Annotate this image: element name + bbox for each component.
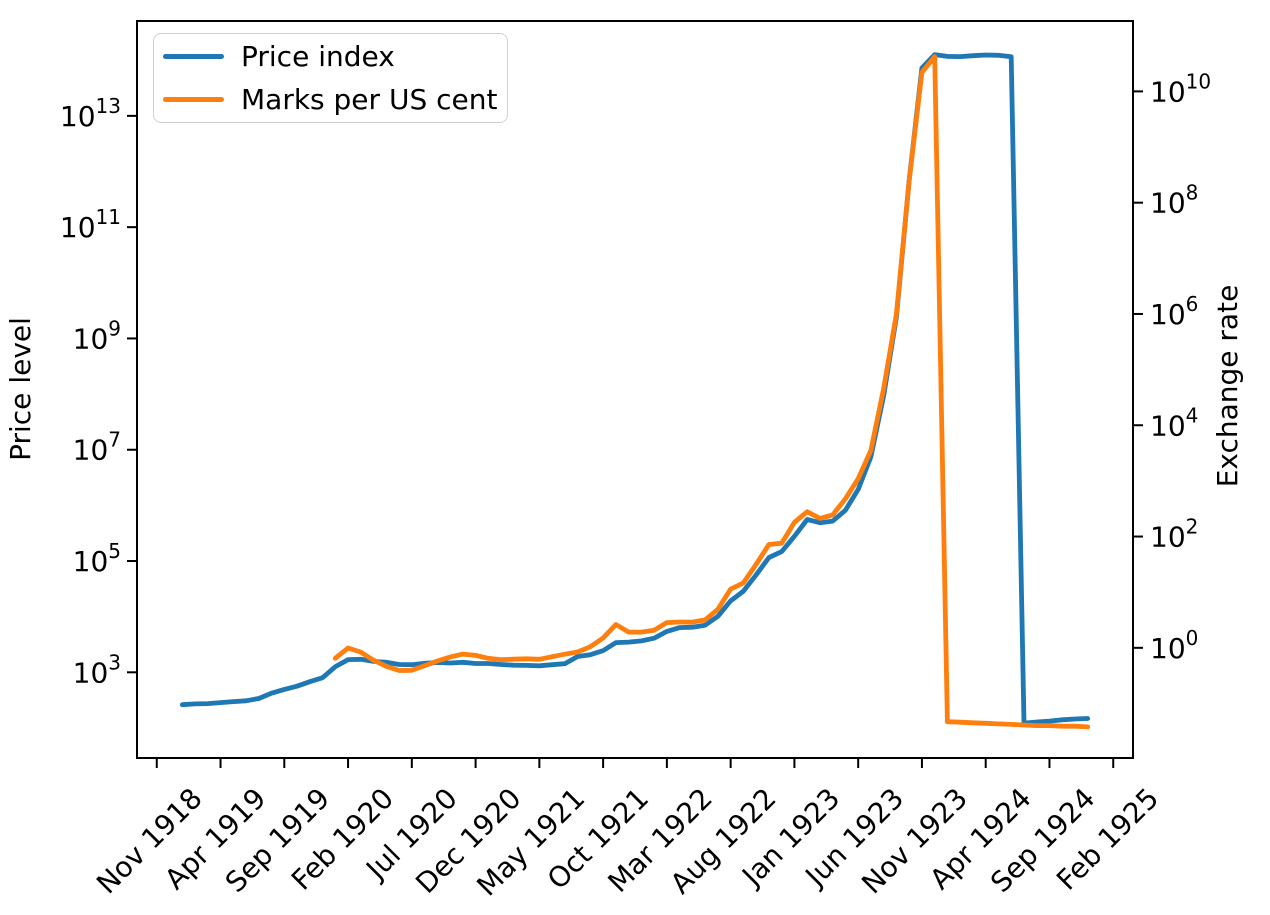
plot-border	[136, 20, 1134, 759]
legend-label: Marks per US cent	[241, 82, 498, 116]
left-y-axis: 103 105 107 109 1011 1013	[60, 94, 137, 689]
marks-per-us-cent-line-swatch	[163, 97, 224, 102]
legend-item-price-index: Price index	[154, 35, 507, 78]
right-axis-title: Exchange rate	[1211, 285, 1244, 488]
legend-label: Price index	[241, 39, 395, 73]
plot-lines	[179, 52, 1091, 730]
series-line-price-index	[179, 52, 1091, 726]
y-tick-label: 105	[73, 539, 121, 578]
y-tick-label: 1011	[60, 205, 121, 244]
y-tick-label: 100	[1150, 626, 1198, 665]
y-tick-label: 1010	[1150, 69, 1211, 108]
y-tick-label: 108	[1150, 181, 1198, 220]
y-tick-label: 107	[73, 428, 121, 467]
y-tick-label: 109	[73, 316, 121, 355]
y-tick-label: 1013	[60, 94, 121, 133]
series-line-marks-per-us-cent	[332, 54, 1091, 730]
legend: Price index Marks per US cent	[153, 33, 508, 123]
y-tick-label: 104	[1150, 403, 1198, 442]
y-tick-label: 106	[1150, 292, 1198, 331]
right-y-axis: 100 102 104 106 108 1010	[1133, 69, 1211, 665]
left-axis-title: Price level	[4, 317, 37, 461]
y-tick-label: 103	[73, 650, 121, 689]
legend-item-marks-per-us-cent: Marks per US cent	[154, 78, 507, 121]
y-tick-label: 102	[1150, 515, 1198, 554]
price-index-line-swatch	[163, 54, 224, 59]
